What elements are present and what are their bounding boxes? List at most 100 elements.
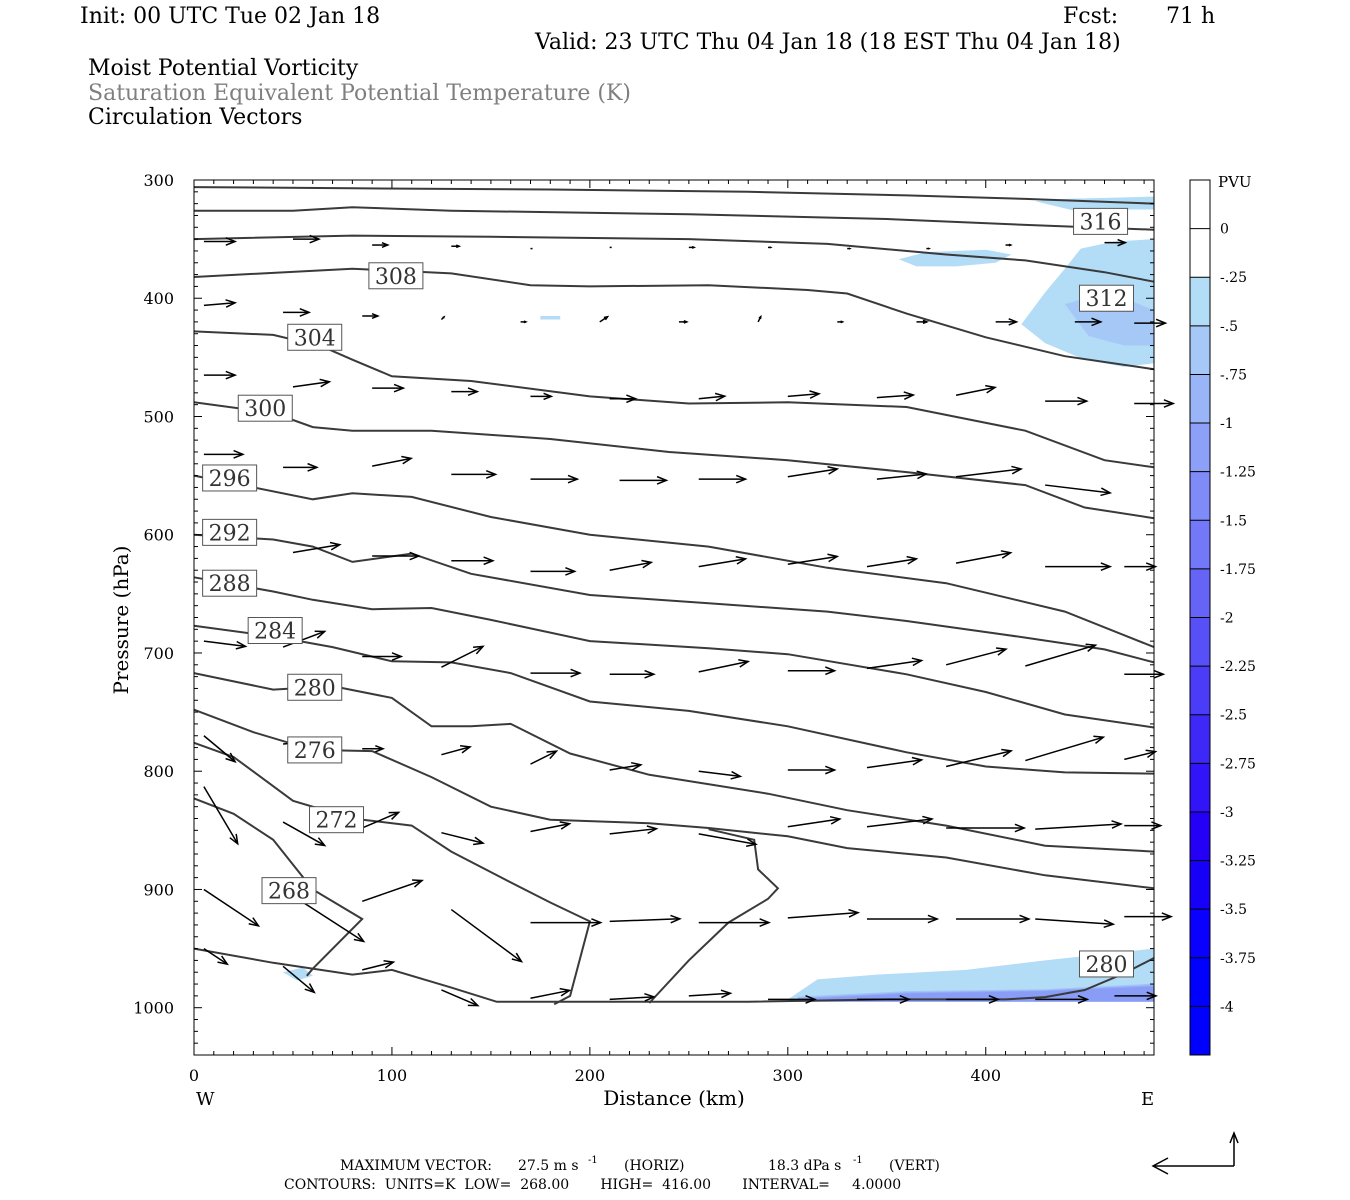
pv-region — [540, 315, 561, 320]
field-title-vectors: Circulation Vectors — [88, 105, 303, 130]
circulation-vector — [866, 914, 940, 924]
circulation-vector — [292, 541, 342, 554]
forecast-hour: 71 h — [1166, 4, 1216, 29]
circulation-vector — [698, 659, 751, 673]
contour-label-box — [1078, 950, 1134, 978]
x-tick-label: 300 — [773, 1066, 804, 1085]
colorbar-band — [1190, 325, 1210, 375]
colorbar-label: -1.5 — [1220, 513, 1247, 529]
circulation-vector — [787, 815, 842, 828]
x-tick-label: 0 — [189, 1066, 199, 1085]
circulation-vector — [619, 475, 669, 485]
circulation-vector — [946, 995, 1001, 1004]
y-tick-label: 900 — [143, 880, 174, 899]
circulation-vector — [609, 761, 643, 771]
colorbar-label: -3.5 — [1220, 902, 1247, 918]
y-tick-label: 700 — [143, 644, 174, 663]
theta-contour — [193, 234, 1155, 283]
y-tick-label: 300 — [143, 171, 174, 190]
circulation-vector — [757, 314, 762, 323]
circulation-vector — [866, 756, 924, 769]
contour-label-box — [202, 464, 258, 492]
circulation-vector — [768, 246, 773, 249]
circulation-vector — [203, 947, 229, 966]
pv-fill-layer — [283, 196, 1154, 1002]
circulation-vector — [451, 556, 495, 566]
colorbar-label: -1 — [1220, 416, 1234, 432]
colorbar-band — [1190, 568, 1210, 618]
x-axis-label: Distance (km) — [603, 1086, 745, 1110]
circulation-vector — [1035, 918, 1116, 929]
circulation-vector — [787, 390, 822, 399]
colorbar-label: -3.75 — [1220, 951, 1256, 967]
pv-region — [787, 948, 1154, 1002]
circulation-vector — [787, 466, 840, 478]
pv-region — [898, 249, 1012, 267]
theta-contour — [193, 330, 1155, 469]
circulation-vector — [203, 449, 245, 459]
valid-time: Valid: 23 UTC Thu 04 Jan 18 (18 EST Thu … — [535, 30, 1121, 55]
circulation-vector — [698, 833, 758, 848]
circulation-vector — [866, 815, 934, 828]
circulation-vector — [441, 744, 472, 756]
colorbar-label: -4 — [1220, 999, 1234, 1015]
contour-label: 316 — [1080, 210, 1122, 235]
circulation-vector — [609, 992, 656, 1002]
circulation-vector — [362, 959, 396, 971]
circulation-vector — [203, 299, 238, 308]
circulation-vector — [441, 645, 485, 668]
circulation-vector — [945, 748, 1014, 768]
contour-label: 312 — [1085, 287, 1127, 312]
colorbar-title: PVU — [1218, 173, 1252, 191]
circulation-vector — [1124, 821, 1163, 831]
theta-contour — [193, 624, 1155, 775]
contour-label-box — [261, 877, 317, 905]
colorbar-label: -1.75 — [1220, 562, 1256, 578]
reference-vector-icon — [1151, 1130, 1239, 1175]
circulation-vector — [787, 908, 861, 919]
y-axis-label: Pressure (hPa) — [109, 546, 133, 695]
colorbar-band — [1190, 1006, 1210, 1056]
colorbar-label: -2.5 — [1220, 708, 1247, 724]
circulation-vector — [955, 384, 998, 396]
circulation-vector — [203, 237, 238, 246]
x-tick-label: 400 — [970, 1066, 1001, 1085]
circulation-vector — [698, 392, 727, 402]
colorbar-band — [1190, 811, 1210, 862]
circulation-vector — [866, 657, 924, 670]
circulation-vector — [450, 908, 524, 963]
max-vector-vertical: 18.3 dPa s — [768, 1158, 842, 1174]
circulation-vector — [530, 392, 554, 401]
field-title-pv: Moist Potential Vorticity — [88, 56, 359, 81]
contour-label-box — [1078, 284, 1134, 312]
colorbar-band — [1190, 228, 1210, 278]
horizontal-tag: (HORIZ) — [624, 1158, 685, 1174]
x-tick-label: 200 — [575, 1066, 606, 1085]
circulation-vector — [955, 550, 1013, 564]
circulation-vector — [282, 630, 327, 648]
circulation-vector — [451, 470, 498, 479]
max-vector-label: MAXIMUM VECTOR: — [340, 1158, 492, 1174]
circulation-vector — [1045, 396, 1089, 406]
x-tick-label: 100 — [377, 1066, 408, 1085]
circulation-vector — [768, 995, 817, 1004]
circulation-vector-layer — [203, 234, 1176, 1007]
circulation-vector — [530, 566, 577, 576]
circulation-vector — [688, 245, 697, 249]
circulation-vector — [847, 247, 852, 250]
y-tick-label: 400 — [143, 289, 174, 308]
circulation-vector — [956, 914, 1031, 924]
colorbar-label: -2.75 — [1220, 756, 1256, 772]
circulation-vector — [787, 765, 837, 775]
colorbar-label: -2 — [1220, 611, 1234, 627]
circulation-vector — [530, 918, 603, 927]
axes-layer: 0 100 200 300 400 300 400 500 600 700 800 900 1000 — [133, 171, 1154, 1085]
init-time: Init: 00 UTC Tue 02 Jan 18 — [80, 4, 381, 29]
contour-label-box — [237, 394, 293, 422]
colorbar: 0 -.25 -.5 -.75 -1 -1.25 -1.5 -1.75 -2 -2.25 -2.5 -… — [1189, 179, 1256, 1056]
contour-label-box — [368, 262, 424, 290]
circulation-vector — [372, 551, 421, 561]
contour-label-box — [1073, 207, 1129, 235]
colorbar-band — [1190, 374, 1210, 424]
